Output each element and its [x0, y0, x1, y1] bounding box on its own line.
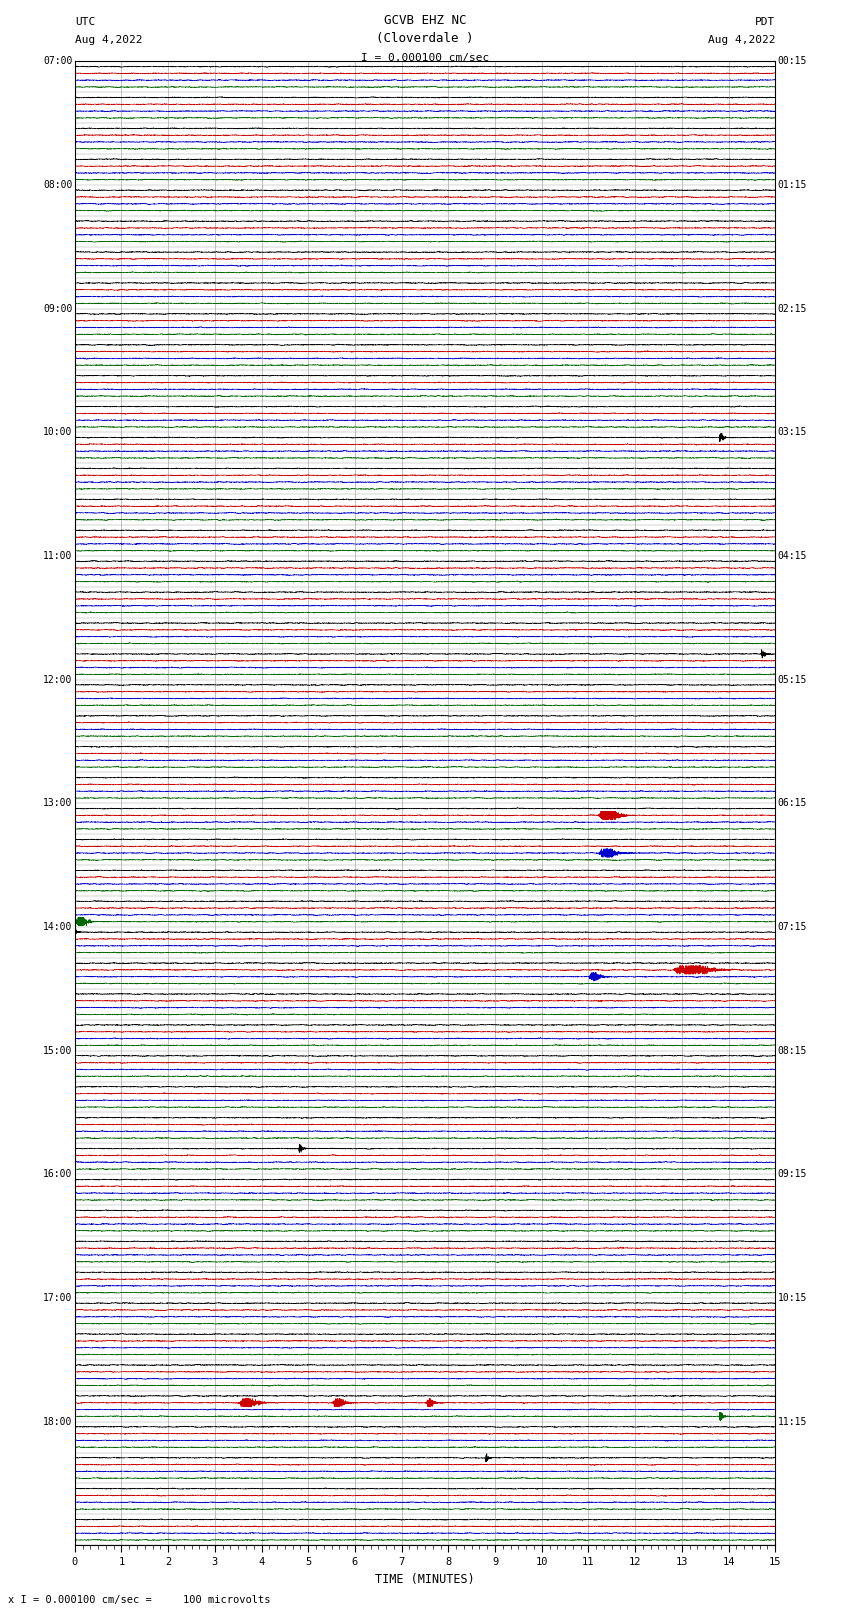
Text: 05:15: 05:15: [778, 674, 807, 684]
Text: 01:15: 01:15: [778, 181, 807, 190]
Text: UTC: UTC: [75, 18, 95, 27]
Text: GCVB EHZ NC: GCVB EHZ NC: [383, 15, 467, 27]
Text: 02:15: 02:15: [778, 303, 807, 313]
Text: 07:15: 07:15: [778, 923, 807, 932]
Text: Aug 4,2022: Aug 4,2022: [75, 35, 142, 45]
Text: 10:15: 10:15: [778, 1294, 807, 1303]
Text: 00:15: 00:15: [778, 56, 807, 66]
Text: 09:00: 09:00: [42, 303, 72, 313]
Text: 07:00: 07:00: [42, 56, 72, 66]
Text: 06:15: 06:15: [778, 798, 807, 808]
Text: 16:00: 16:00: [42, 1169, 72, 1179]
Text: (Cloverdale ): (Cloverdale ): [377, 32, 473, 45]
Text: 14:00: 14:00: [42, 923, 72, 932]
Text: 12:00: 12:00: [42, 674, 72, 684]
Text: 10:00: 10:00: [42, 427, 72, 437]
X-axis label: TIME (MINUTES): TIME (MINUTES): [375, 1573, 475, 1586]
Text: x I = 0.000100 cm/sec =     100 microvolts: x I = 0.000100 cm/sec = 100 microvolts: [8, 1595, 271, 1605]
Text: Aug 4,2022: Aug 4,2022: [708, 35, 775, 45]
Text: 13:00: 13:00: [42, 798, 72, 808]
Text: 08:15: 08:15: [778, 1045, 807, 1055]
Text: I = 0.000100 cm/sec: I = 0.000100 cm/sec: [361, 53, 489, 63]
Text: 18:00: 18:00: [42, 1416, 72, 1426]
Text: 09:15: 09:15: [778, 1169, 807, 1179]
Text: 03:15: 03:15: [778, 427, 807, 437]
Text: 17:00: 17:00: [42, 1294, 72, 1303]
Text: 11:00: 11:00: [42, 552, 72, 561]
Text: PDT: PDT: [755, 18, 775, 27]
Text: 11:15: 11:15: [778, 1416, 807, 1426]
Text: 08:00: 08:00: [42, 181, 72, 190]
Text: 04:15: 04:15: [778, 552, 807, 561]
Text: 15:00: 15:00: [42, 1045, 72, 1055]
